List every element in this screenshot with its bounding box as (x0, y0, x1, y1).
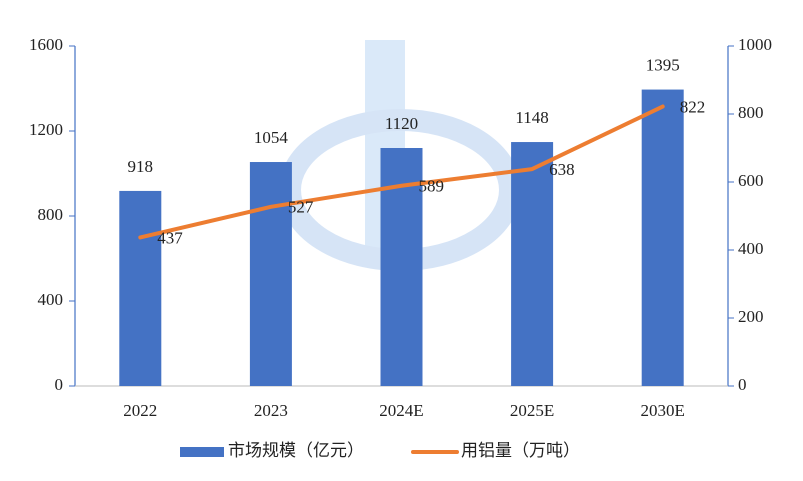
bar-value-label: 1395 (646, 55, 680, 74)
y-tick-label: 1600 (29, 35, 63, 54)
bar (249, 162, 292, 386)
bar-value-label: 1054 (254, 128, 289, 147)
legend-label: 市场规模（亿元） (228, 441, 364, 460)
line-value-label: 822 (680, 97, 706, 116)
x-tick-label: 2030E (641, 401, 685, 420)
y2-tick-label: 800 (738, 103, 764, 122)
line-value-label: 437 (157, 228, 183, 247)
bar (641, 89, 684, 386)
legend-swatch (180, 447, 224, 457)
bar-value-label: 918 (128, 157, 154, 176)
x-tick-label: 2023 (254, 401, 288, 420)
bar (119, 190, 162, 386)
x-tick-label: 2024E (379, 401, 423, 420)
y2-tick-label: 600 (738, 171, 764, 190)
bar (511, 142, 554, 386)
line (138, 104, 665, 240)
legend: 市场规模（亿元） 用铝量（万吨） (180, 441, 580, 460)
y2-tick-label: 200 (738, 307, 764, 326)
y-tick-label: 800 (38, 205, 64, 224)
y-tick-label: 0 (55, 375, 64, 394)
line-value-label: 638 (549, 160, 575, 179)
y2-tick-label: 400 (738, 239, 764, 258)
x-tick-label: 2022 (123, 401, 157, 420)
legend-label: 用铝量（万吨） (461, 441, 580, 460)
bar-value-label: 1120 (385, 114, 418, 133)
y-tick-label: 1200 (29, 120, 63, 139)
y2-tick-label: 0 (738, 375, 747, 394)
line-value-label: 527 (288, 198, 314, 217)
bar-value-label: 1148 (515, 108, 548, 127)
line-value-label: 589 (419, 177, 445, 196)
y-tick-label: 400 (38, 290, 64, 309)
x-tick-label: 2025E (510, 401, 554, 420)
y2-tick-label: 1000 (738, 35, 772, 54)
